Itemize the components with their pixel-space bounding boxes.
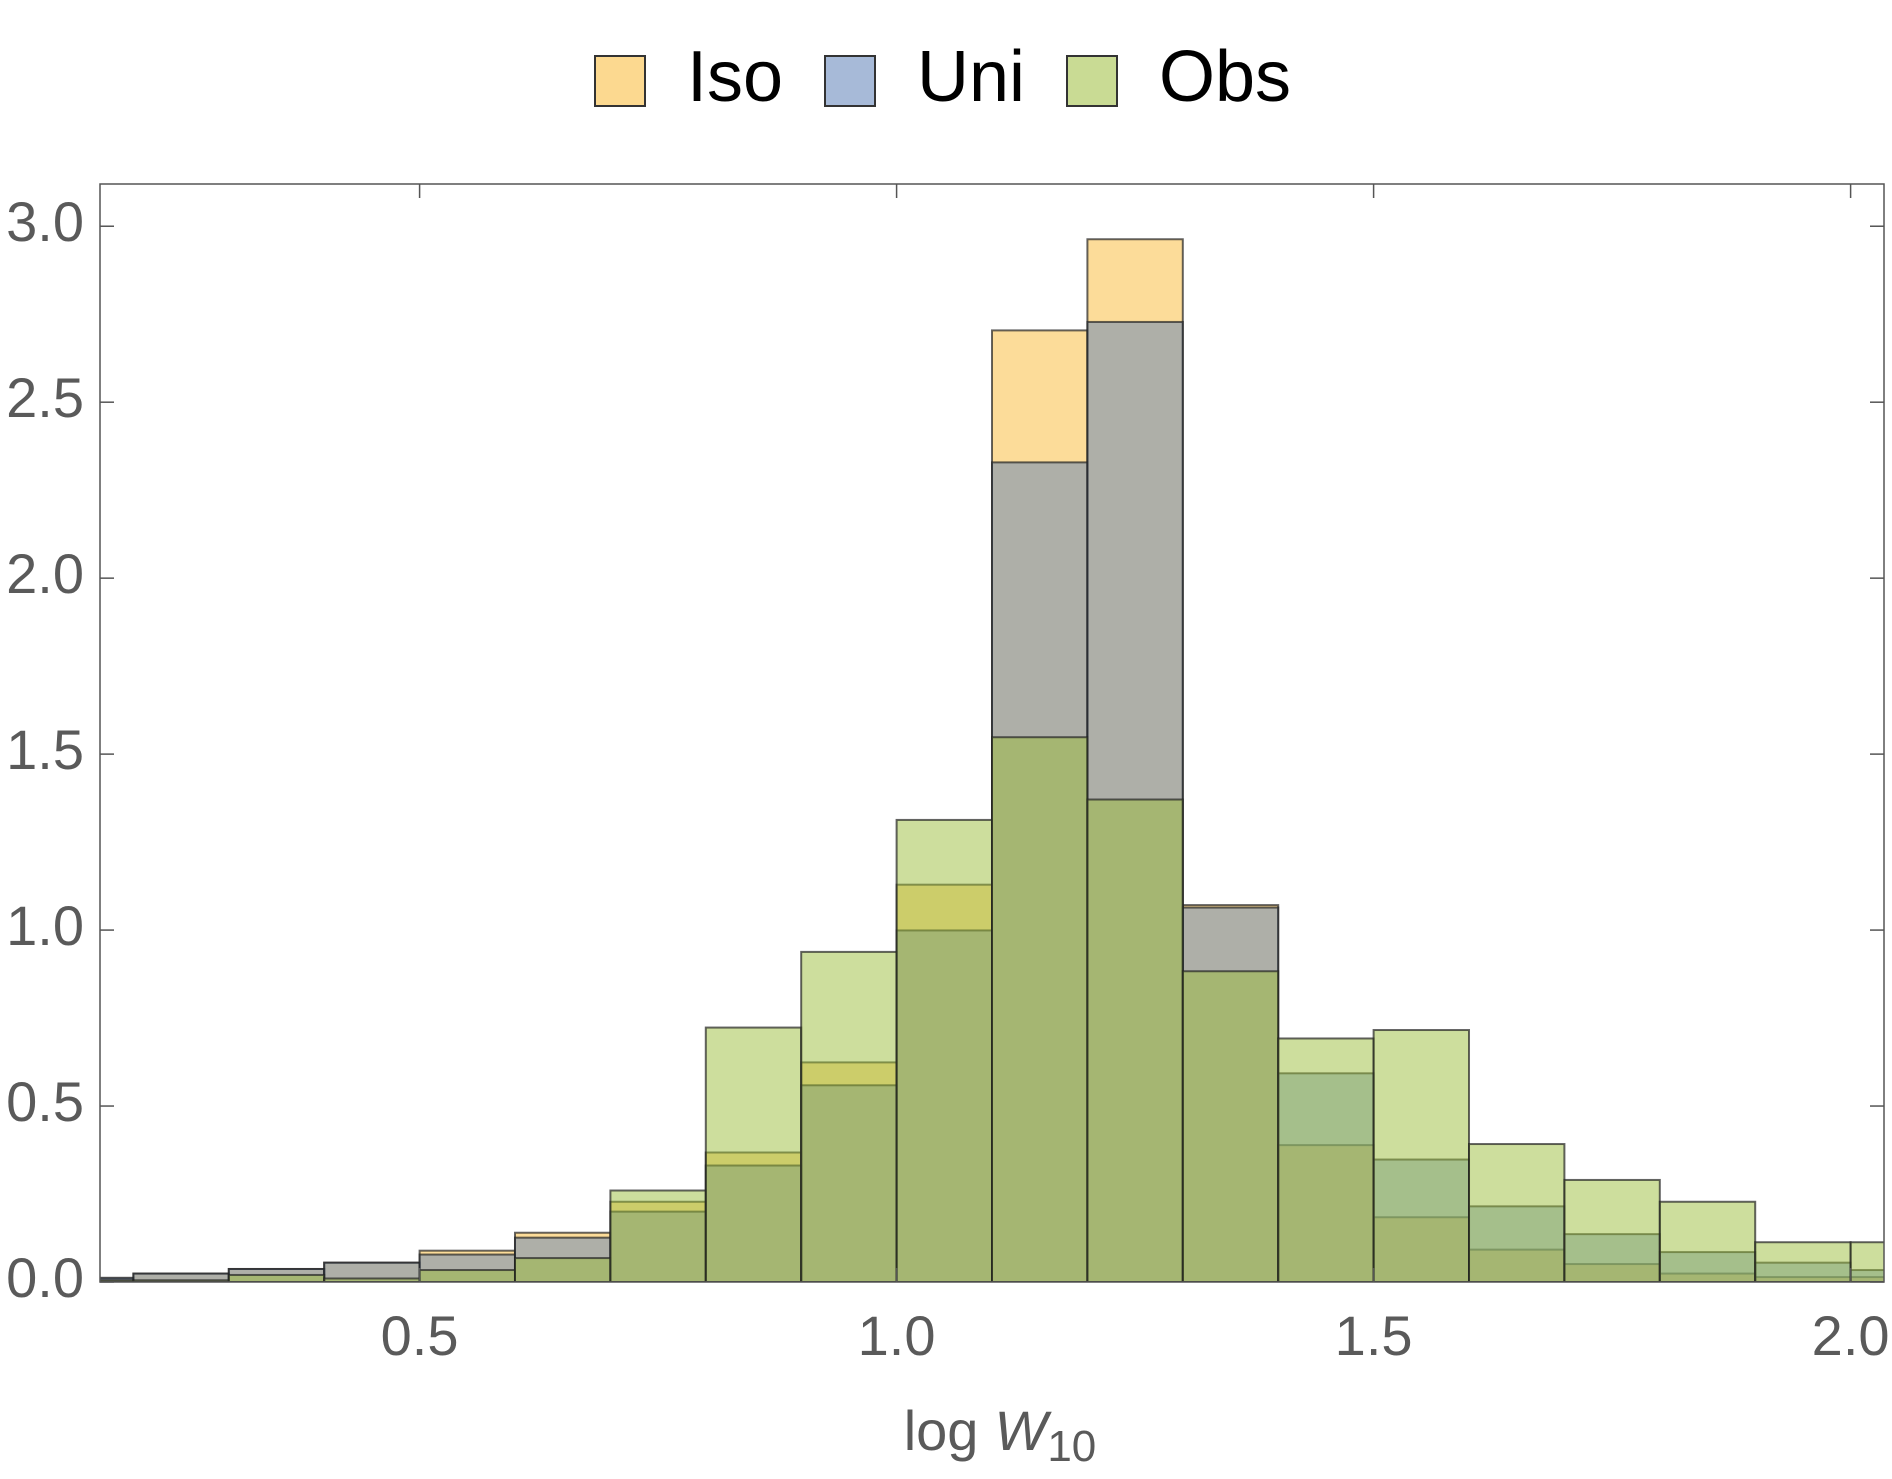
legend-label: Iso [687,37,783,117]
bar [895,818,994,1282]
bar [227,1273,326,1282]
frame [99,183,1885,1283]
y-tick-label: 2.5 [6,366,84,429]
y-tick-label: 1.0 [6,894,84,957]
bar [1277,1037,1375,1282]
bar [1181,970,1280,1282]
x-label-text: log [904,1399,979,1462]
x-tick-label: 1.0 [858,1304,936,1367]
x-tick-label: 0.5 [381,1304,459,1367]
y-tick-label: 0.0 [6,1246,84,1309]
x-label-var: W [994,1399,1052,1462]
legend-swatch [1066,55,1118,107]
y-tick-label: 2.0 [6,542,84,605]
y-tick-label: 0.5 [6,1070,84,1133]
legend-label: Obs [1159,37,1291,117]
bar [1372,1029,1471,1282]
y-tick-label: 3.0 [6,190,84,253]
legend-swatch [594,55,646,107]
y-tick-label: 1.5 [6,718,84,781]
plot-area [100,238,1884,1282]
bar [1849,1241,1884,1282]
bar [418,1269,516,1282]
bar [609,1189,707,1282]
bar [991,736,1089,1282]
legend-swatch [824,55,876,107]
bar [704,1026,803,1282]
x-axis-label: log W10 [904,1399,1097,1471]
bar [1563,1178,1661,1282]
bar [1658,1200,1757,1282]
x-tick-label: 1.5 [1335,1304,1413,1367]
bar [1468,1143,1566,1282]
bar [513,1257,612,1282]
bar [1754,1241,1852,1282]
bar [800,950,898,1282]
bar [1086,798,1184,1282]
x-tick-label: 2.0 [1812,1304,1890,1367]
legend-label: Uni [917,37,1025,117]
x-label-sub: 10 [1047,1422,1096,1471]
